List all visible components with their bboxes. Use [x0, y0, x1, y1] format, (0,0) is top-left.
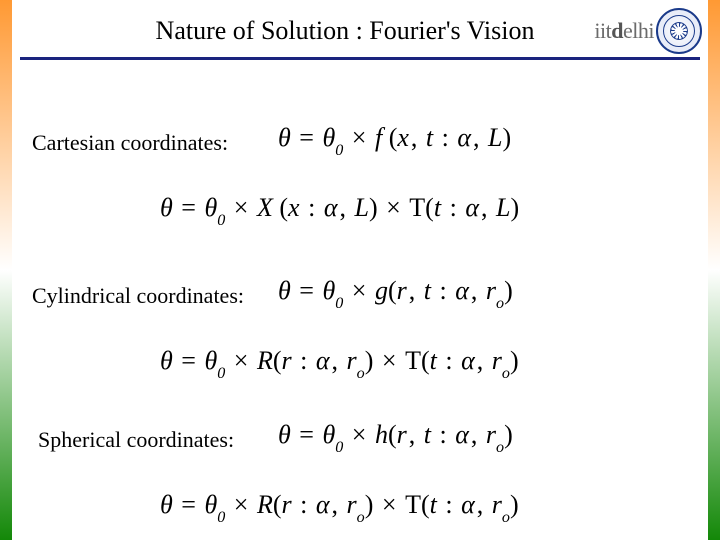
formula-cylindrical-1: θ = θ0 × g(r, t : α, ro)	[278, 276, 513, 310]
label-cartesian: Cartesian coordinates:	[32, 130, 228, 156]
formula-spherical-2: θ = θ0 × R(r : α, ro) × T(t : α, ro)	[160, 490, 519, 524]
formula-spherical-1: θ = θ0 × h(r, t : α, ro)	[278, 420, 513, 454]
brand-bold: d	[611, 18, 623, 43]
tricolor-stripe-left	[0, 0, 12, 540]
label-cylindrical: Cylindrical coordinates:	[32, 283, 244, 309]
iit-logo-icon	[656, 8, 702, 54]
content-area: Cartesian coordinates: θ = θ0 × f (x, t …	[30, 75, 690, 525]
brand-prefix: iit	[594, 18, 611, 43]
slide: Nature of Solution : Fourier's Vision ii…	[0, 0, 720, 540]
formula-cylindrical-2: θ = θ0 × R(r : α, ro) × T(t : α, ro)	[160, 346, 519, 380]
slide-title: Nature of Solution : Fourier's Vision	[156, 16, 535, 46]
formula-cartesian-2: θ = θ0 × X (x : α, L) × T(t : α, L)	[160, 193, 519, 227]
brand-text: iitdelhi	[594, 18, 654, 44]
logo-gear-icon	[670, 22, 688, 40]
brand-suffix: elhi	[623, 18, 654, 43]
label-spherical: Spherical coordinates:	[38, 427, 234, 453]
header-divider	[20, 57, 700, 60]
tricolor-stripe-right	[708, 0, 720, 540]
formula-cartesian-1: θ = θ0 × f (x, t : α, L)	[278, 123, 511, 157]
